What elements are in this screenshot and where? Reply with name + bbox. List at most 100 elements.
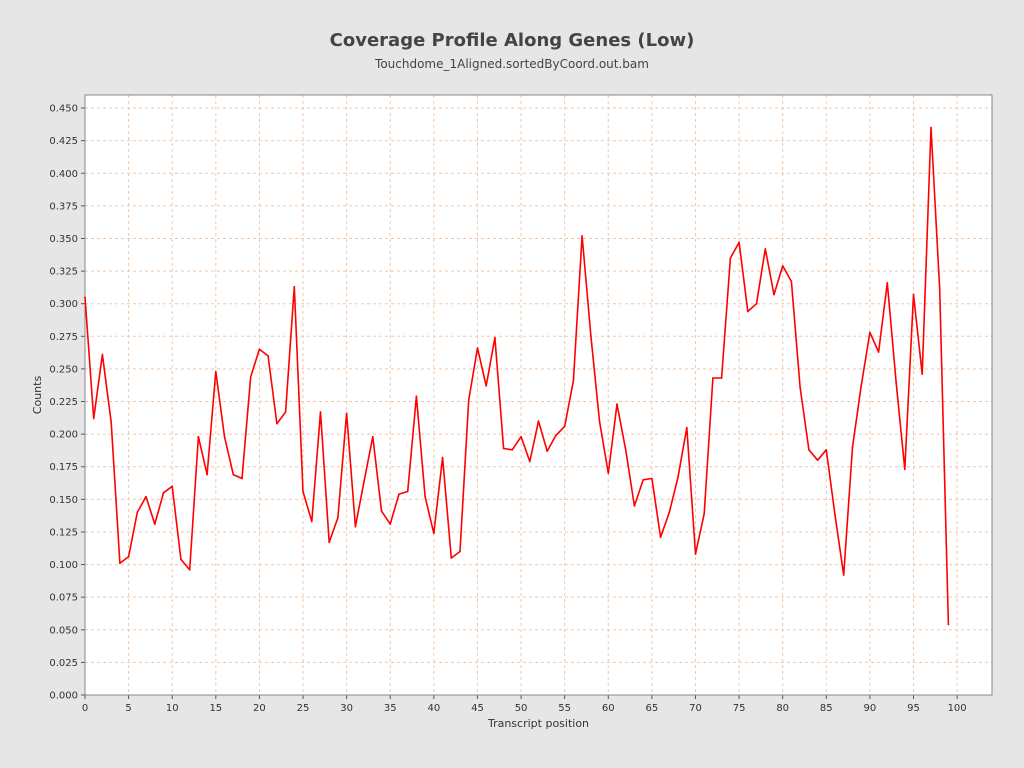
data-point [624, 448, 627, 451]
y-tick-label: 0.275 [49, 332, 78, 343]
data-point [92, 417, 95, 420]
data-point [790, 280, 793, 283]
data-point [703, 512, 706, 515]
data-point [84, 296, 86, 298]
data-point [450, 557, 453, 559]
y-tick-label: 0.025 [49, 658, 78, 669]
y-tick-label: 0.150 [49, 495, 78, 506]
data-point [747, 310, 749, 313]
plot-border [84, 94, 993, 696]
data-point [563, 425, 566, 428]
data-point [842, 574, 845, 576]
x-tick-label: 0 [82, 703, 88, 714]
x-tick-label: 75 [733, 703, 746, 714]
data-point [677, 476, 679, 478]
x-tick-label: 95 [907, 703, 920, 714]
y-tick-label: 0.400 [49, 169, 78, 180]
data-point [328, 541, 330, 544]
axes: 0.000 0.025 0.050 0.075 0.100 0.125 0.150 0.175… [49, 94, 993, 714]
x-tick-label: 65 [646, 703, 659, 714]
data-point [345, 412, 348, 415]
data-point [616, 403, 618, 405]
x-tick-label: 60 [602, 703, 615, 714]
data-point [467, 399, 470, 402]
data-point [659, 536, 662, 538]
data-point [816, 459, 819, 462]
data-point [302, 490, 304, 493]
data-point [433, 532, 435, 535]
data-point [232, 473, 235, 476]
y-tick-label: 0.100 [49, 560, 78, 571]
data-point [476, 347, 479, 349]
data-point [119, 562, 121, 565]
data-point [685, 426, 688, 429]
x-tick-label: 40 [427, 703, 440, 714]
data-point [869, 331, 871, 334]
x-tick-label: 85 [820, 703, 833, 714]
data-point [171, 485, 174, 488]
y-tick-label: 0.225 [49, 397, 78, 408]
x-tick-label: 55 [558, 703, 571, 714]
data-point [877, 351, 880, 353]
data-point [293, 285, 296, 288]
y-tick-label: 0.000 [49, 691, 78, 702]
data-point [773, 293, 775, 296]
x-tick-label: 80 [776, 703, 789, 714]
data-point [127, 555, 130, 558]
data-point [494, 336, 496, 339]
data-point [712, 377, 714, 379]
data-point [651, 477, 653, 480]
data-point [337, 516, 339, 519]
data-point [441, 456, 444, 459]
data-point [947, 623, 950, 626]
data-point [380, 510, 383, 512]
x-tick-label: 30 [340, 703, 353, 714]
data-point [223, 435, 226, 438]
data-point [528, 460, 531, 463]
y-tick-label: 0.350 [49, 234, 78, 245]
y-tick-label: 0.125 [49, 527, 78, 538]
data-point [520, 435, 522, 438]
y-tick-label: 0.250 [49, 364, 78, 375]
data-point [886, 282, 889, 284]
chart-subtitle: Touchdome_1Aligned.sortedByCoord.out.bam [375, 57, 649, 71]
data-point [136, 511, 139, 514]
data-point [590, 334, 592, 336]
data-point [267, 355, 269, 357]
data-point [206, 473, 208, 476]
y-tick-label: 0.375 [49, 201, 78, 212]
data-point [834, 514, 836, 516]
plot-area [85, 95, 992, 695]
data-point [930, 126, 932, 129]
data-point [572, 379, 575, 382]
data-point [764, 248, 767, 250]
data-point [258, 348, 261, 351]
x-tick-label: 10 [166, 703, 179, 714]
data-point [642, 478, 644, 481]
x-tick-label: 15 [209, 703, 222, 714]
y-tick-label: 0.325 [49, 267, 78, 278]
data-point [895, 381, 897, 383]
data-point [197, 435, 200, 438]
x-tick-label: 45 [471, 703, 484, 714]
data-point [406, 490, 409, 493]
data-point [781, 265, 784, 267]
data-point [633, 505, 636, 507]
data-point [188, 568, 191, 571]
data-point [511, 448, 514, 451]
data-point [363, 480, 365, 482]
chart-title: Coverage Profile Along Genes (Low) [329, 30, 695, 51]
y-tick-label: 0.450 [49, 104, 78, 115]
data-point [310, 520, 313, 523]
y-tick-label: 0.200 [49, 430, 78, 441]
data-point [694, 553, 697, 555]
y-tick-label: 0.300 [49, 299, 78, 310]
data-point [607, 472, 610, 475]
data-point [938, 288, 941, 291]
x-tick-label: 35 [384, 703, 397, 714]
data-point [101, 353, 104, 356]
data-point [921, 373, 924, 375]
x-tick-label: 70 [689, 703, 702, 714]
